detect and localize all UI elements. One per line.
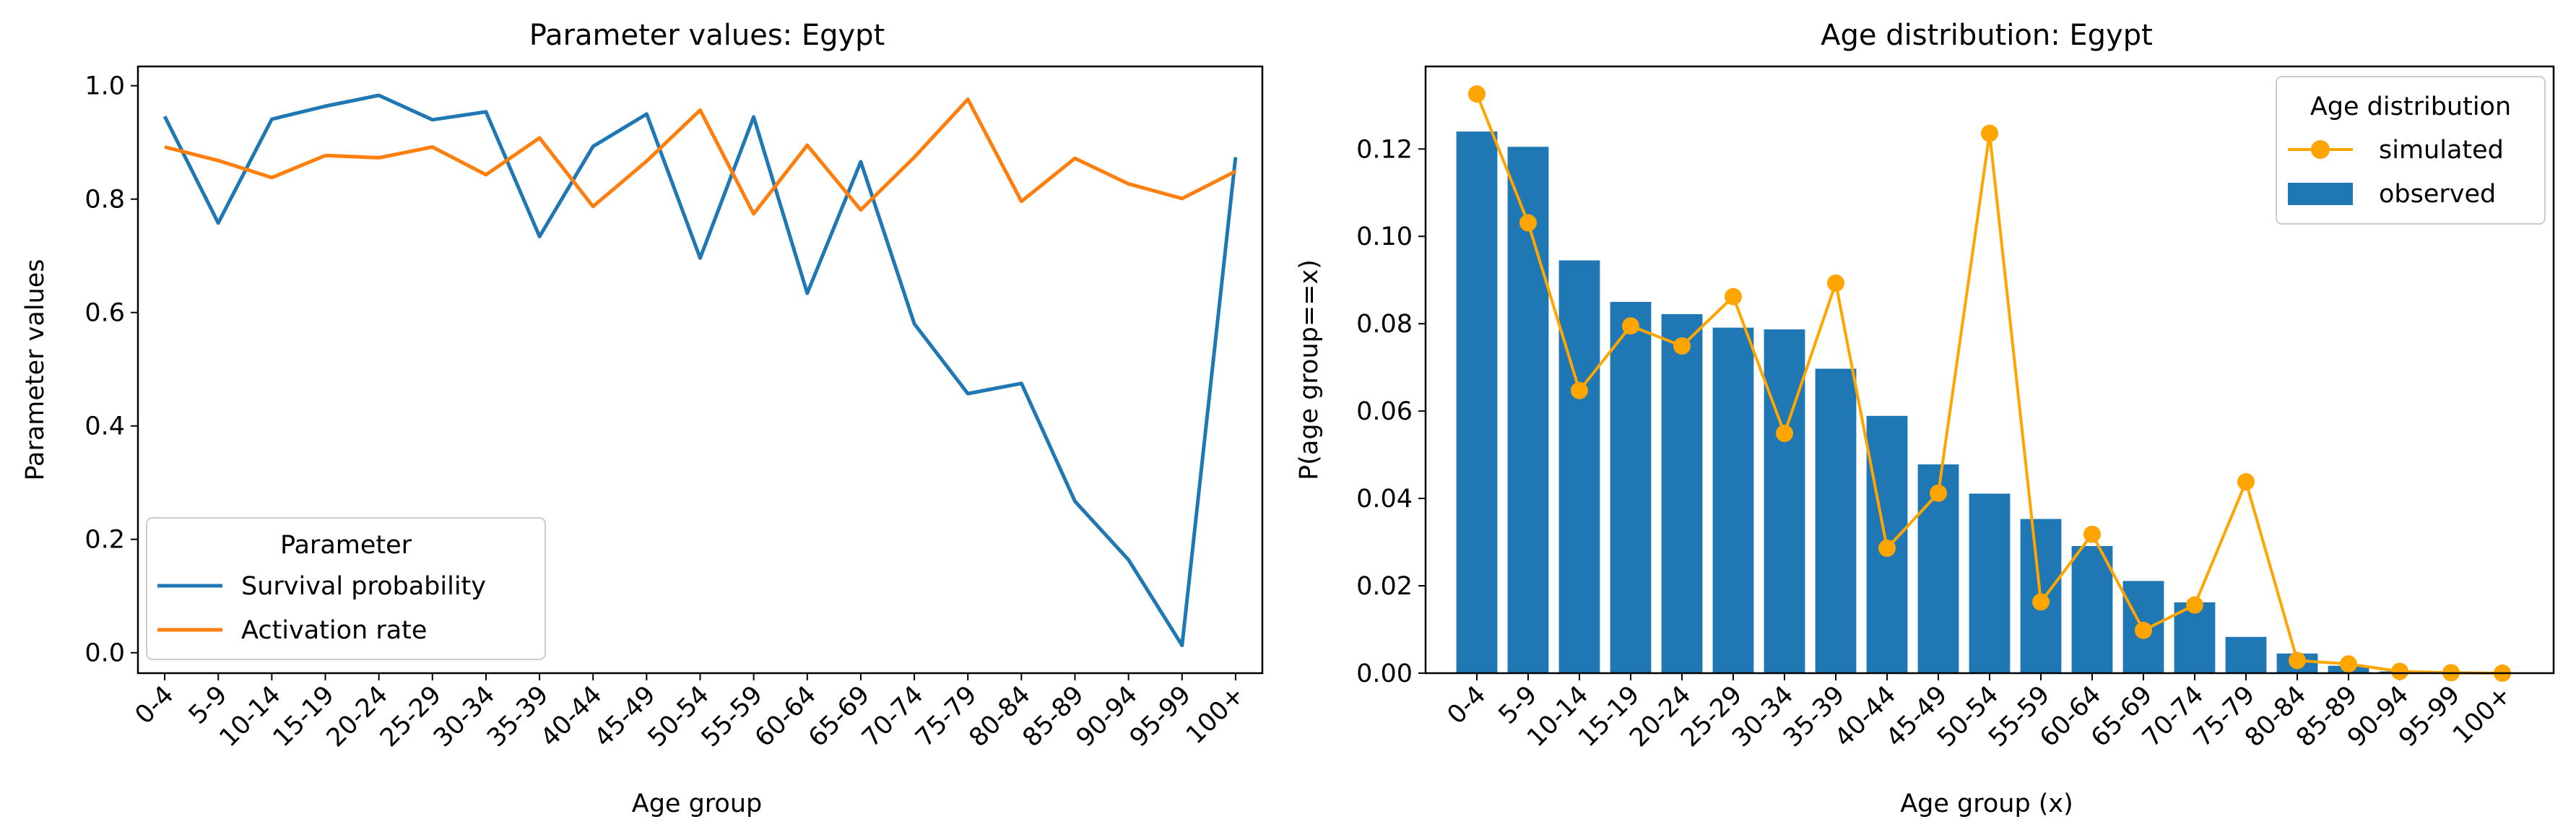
y-tick-label: 0.6: [84, 299, 125, 328]
axes-frame: [1424, 65, 2555, 675]
chart-title: Age distribution: Egypt: [1821, 19, 2153, 52]
y-tick-label: 1.0: [84, 72, 125, 101]
plot-area: [162, 93, 1238, 647]
y-tick-label: 0.12: [1356, 135, 1413, 164]
legend-marker-simulated: [2311, 140, 2330, 159]
bar-75-79: [2225, 636, 2267, 673]
x-axis-label: Age group: [632, 789, 762, 818]
bar-35-39: [1815, 368, 1857, 673]
point-35-39: [1827, 274, 1844, 292]
bar-50-54: [1969, 493, 2011, 673]
point-10-14: [1571, 381, 1588, 399]
bar-15-19: [1610, 301, 1652, 673]
y-tick-label: 0.08: [1356, 310, 1413, 339]
point-75-79: [2237, 473, 2255, 491]
y-tick-label: 0.8: [84, 186, 125, 215]
bar-20-24: [1661, 313, 1703, 673]
legend-box: [146, 517, 546, 660]
bar-0-4: [1456, 131, 1498, 674]
legend-label-simulated: simulated: [2379, 136, 2504, 165]
point-80-84: [2289, 651, 2306, 670]
axes-frame: [136, 65, 1264, 675]
bar-30-34: [1764, 329, 1805, 673]
point-40-44: [1878, 540, 1896, 558]
point-45-49: [1930, 484, 1947, 502]
point-0-4: [1468, 85, 1486, 103]
legend: Age distribution simulated observed: [2276, 76, 2546, 225]
x-axis-label: Age group (x): [1900, 789, 2073, 818]
point-50-54: [1981, 124, 1998, 142]
point-85-89: [2340, 655, 2357, 673]
legend-label-activation: Activation rate: [241, 616, 427, 645]
y-tick-label: 0.02: [1356, 572, 1413, 601]
bar-5-9: [1507, 147, 1549, 673]
bar-60-64: [2071, 546, 2113, 673]
point-25-29: [1725, 287, 1742, 306]
bar-70-74: [2174, 602, 2216, 673]
legend-swatch-observed: [2288, 183, 2353, 205]
bar-25-29: [1712, 327, 1754, 673]
y-tick-label: 0.4: [84, 412, 125, 441]
y-axis-label: Parameter values: [21, 259, 50, 480]
y-tick-label: 0.00: [1356, 659, 1413, 688]
chart-title: Parameter values: Egypt: [529, 19, 885, 52]
y-tick-label: 0.10: [1356, 222, 1413, 251]
point-90-94: [2391, 662, 2408, 680]
y-tick-label: 0.2: [84, 526, 125, 555]
y-tick-label: 0.04: [1356, 485, 1413, 514]
bar-10-14: [1558, 260, 1600, 673]
y-axis-label: P(age group==x): [1295, 259, 1324, 480]
legend: Parameter Survival probability Activatio…: [146, 517, 546, 660]
point-55-59: [2032, 593, 2050, 611]
y-tick-label: 0.06: [1356, 397, 1413, 426]
point-60-64: [2083, 525, 2101, 543]
legend-label-survival: Survival probability: [241, 572, 486, 601]
point-15-19: [1622, 317, 1639, 335]
point-20-24: [1673, 337, 1691, 355]
legend-label-observed: observed: [2379, 180, 2496, 209]
legend-title: Parameter: [280, 531, 412, 560]
y-tick-label: 0.0: [84, 639, 125, 668]
series-line-survival-probability: [162, 93, 1238, 647]
plot-area: [1456, 85, 2523, 682]
point-65-69: [2135, 621, 2152, 639]
series-line-activation-rate: [164, 98, 1237, 216]
legend-title: Age distribution: [2310, 92, 2511, 121]
point-5-9: [1519, 214, 1537, 232]
point-70-74: [2186, 596, 2203, 614]
point-30-34: [1776, 424, 1793, 442]
